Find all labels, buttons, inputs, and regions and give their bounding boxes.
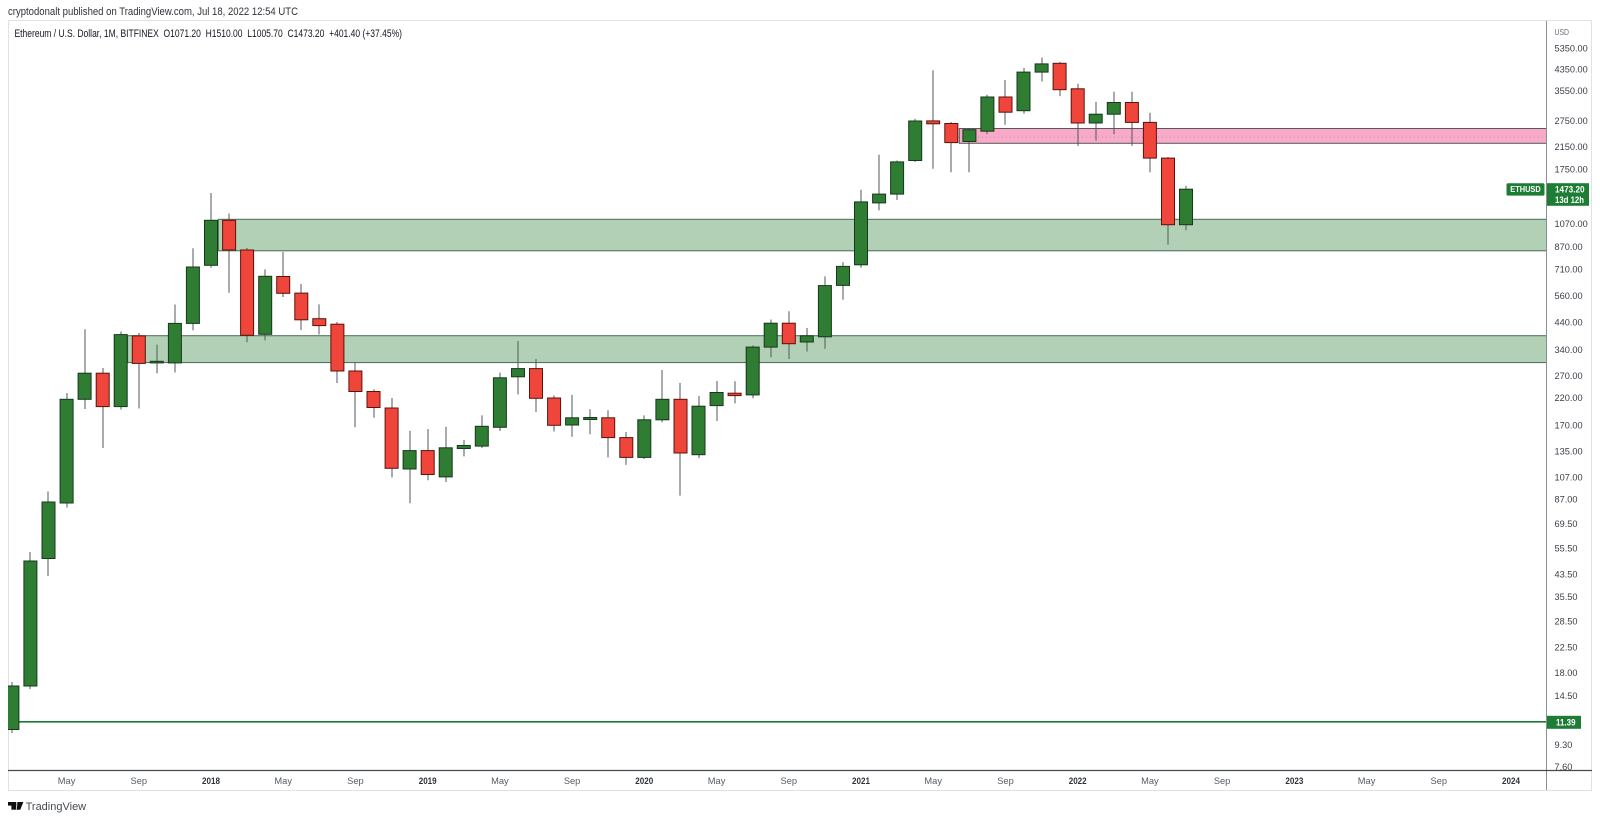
- svg-text:May: May: [924, 776, 942, 786]
- svg-text:35.50: 35.50: [1555, 592, 1578, 602]
- svg-text:1070.00: 1070.00: [1555, 219, 1588, 229]
- svg-text:18.00: 18.00: [1555, 668, 1578, 678]
- svg-text:340.00: 340.00: [1555, 345, 1583, 355]
- svg-text:2750.00: 2750.00: [1555, 116, 1588, 126]
- svg-text:170.00: 170.00: [1555, 421, 1583, 431]
- svg-text:1473.20: 1473.20: [1555, 185, 1585, 195]
- svg-text:May: May: [708, 776, 726, 786]
- svg-text:1750.00: 1750.00: [1555, 165, 1588, 175]
- svg-text:2023: 2023: [1285, 776, 1303, 786]
- svg-text:55.50: 55.50: [1555, 544, 1578, 554]
- svg-text:43.50: 43.50: [1555, 570, 1578, 580]
- svg-text:Sep: Sep: [997, 776, 1014, 786]
- svg-text:May: May: [1141, 776, 1159, 786]
- svg-text:2024: 2024: [1502, 776, 1521, 786]
- svg-text:87.00: 87.00: [1555, 495, 1578, 505]
- svg-text:2021: 2021: [852, 776, 870, 786]
- svg-text:9.30: 9.30: [1555, 740, 1573, 750]
- svg-text:870.00: 870.00: [1555, 242, 1583, 252]
- svg-text:11.39: 11.39: [1556, 717, 1576, 727]
- svg-text:220.00: 220.00: [1555, 393, 1583, 403]
- svg-text:5350.00: 5350.00: [1555, 43, 1588, 53]
- svg-text:2150.00: 2150.00: [1555, 142, 1588, 152]
- svg-text:ETHUSD: ETHUSD: [1510, 185, 1540, 194]
- svg-text:710.00: 710.00: [1555, 265, 1583, 275]
- svg-text:2018: 2018: [202, 776, 220, 786]
- svg-text:440.00: 440.00: [1555, 317, 1583, 327]
- svg-text:2022: 2022: [1069, 776, 1087, 786]
- svg-text:May: May: [491, 776, 509, 786]
- svg-text:May: May: [1358, 776, 1376, 786]
- svg-text:28.50: 28.50: [1555, 617, 1578, 627]
- svg-text:Sep: Sep: [564, 776, 581, 786]
- svg-text:May: May: [274, 776, 292, 786]
- svg-text:135.00: 135.00: [1555, 447, 1583, 457]
- svg-text:4350.00: 4350.00: [1555, 65, 1588, 75]
- svg-text:3550.00: 3550.00: [1555, 86, 1588, 96]
- svg-text:USD: USD: [1555, 27, 1570, 37]
- svg-text:69.50: 69.50: [1555, 519, 1578, 529]
- svg-text:2020: 2020: [635, 776, 653, 786]
- svg-text:107.00: 107.00: [1555, 473, 1583, 483]
- svg-text:2019: 2019: [419, 776, 437, 786]
- svg-text:cryptodonalt published on Trad: cryptodonalt published on TradingView.co…: [8, 6, 298, 18]
- svg-text:7.60: 7.60: [1555, 762, 1573, 772]
- svg-text:Sep: Sep: [781, 776, 798, 786]
- svg-text:560.00: 560.00: [1555, 291, 1583, 301]
- svg-text:Sep: Sep: [131, 776, 148, 786]
- svg-text:Sep: Sep: [1431, 776, 1448, 786]
- svg-text:Sep: Sep: [347, 776, 364, 786]
- svg-text:Sep: Sep: [1214, 776, 1231, 786]
- svg-text:May: May: [58, 776, 76, 786]
- svg-text:Ethereum / U.S. Dollar, 1M, BI: Ethereum / U.S. Dollar, 1M, BITFINEX O10…: [15, 28, 403, 40]
- svg-text:13d 12h: 13d 12h: [1555, 195, 1584, 205]
- svg-text:14.50: 14.50: [1555, 691, 1578, 701]
- svg-text:270.00: 270.00: [1555, 371, 1583, 381]
- svg-text:22.50: 22.50: [1555, 643, 1578, 653]
- svg-text:TradingView: TradingView: [26, 801, 87, 813]
